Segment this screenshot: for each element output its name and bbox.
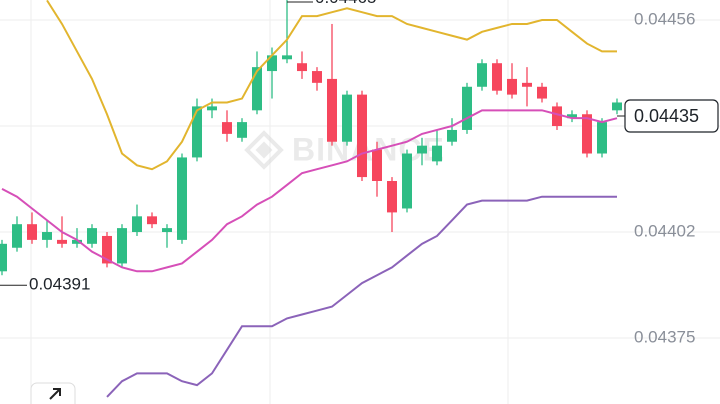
y-tick-label: 0.04456 [634,10,695,29]
y-tick-label: 0.04375 [634,328,695,347]
candle-body [537,86,547,99]
band-line [46,0,617,171]
candle-body [192,106,202,158]
candle-body [297,63,307,72]
watermark-logo [244,130,284,170]
candle-body [357,94,367,178]
candle-body [597,122,607,154]
candle-body [27,224,37,240]
candle-body [552,106,562,127]
candle-body [432,145,442,162]
band-line [106,195,617,398]
candle-body [567,114,577,119]
candle-body [207,106,217,111]
candle-body [222,122,232,134]
candle-body [372,149,382,181]
candle-body [282,55,292,60]
candle-body [132,216,142,233]
candle-body [72,239,82,244]
last-price-label: 0.04435 [634,106,699,126]
candle-body [237,122,247,138]
candle-body [327,78,337,142]
plot [0,0,622,398]
candle-body [0,243,7,272]
candle-body [267,55,277,72]
candle-body [42,232,52,240]
low-marker-label: 0.04391 [29,275,90,294]
candle-body [87,228,97,244]
candle-body [147,216,157,225]
candle-body [477,63,487,87]
candle-body [522,82,532,87]
candle-body [177,157,187,240]
last-price-box [624,99,719,133]
expand-button[interactable] [30,382,76,404]
candle-body [447,129,457,142]
candle-body [417,145,427,154]
candle-body [582,114,592,154]
candle-body [342,94,352,142]
candle-body [402,153,412,209]
candle-body [612,102,622,111]
candle-body [492,63,502,91]
overlay: 0.04465 0.04391 0.04435 [0,0,719,294]
candle-body [312,71,322,83]
candle-body [57,239,67,244]
candle-body [117,228,127,264]
candle-body [387,180,397,213]
candle-body [162,228,172,233]
candle-body [12,224,22,248]
expand-icon[interactable] [49,388,61,400]
candle-body [252,67,262,111]
band-line [1,109,618,273]
candle-body [102,235,112,264]
candle-body [462,86,472,130]
candle-body [507,78,517,95]
y-tick-label: 0.04402 [634,222,695,241]
high-marker-label: 0.04465 [315,0,376,7]
button-frame[interactable] [30,382,76,404]
